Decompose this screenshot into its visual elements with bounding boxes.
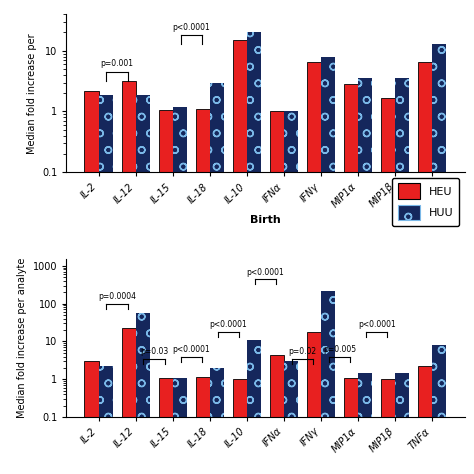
Text: p<0.0001: p<0.0001	[358, 320, 396, 329]
Bar	[159, 378, 173, 474]
Bar	[418, 366, 432, 474]
Bar	[159, 110, 173, 474]
Bar	[395, 79, 410, 474]
Bar	[196, 109, 210, 474]
Text: p=0.02: p=0.02	[289, 347, 317, 356]
Bar	[321, 291, 335, 474]
Text: p=0.03: p=0.03	[140, 347, 168, 356]
Bar	[210, 368, 224, 474]
Bar	[247, 33, 261, 474]
Bar	[395, 373, 410, 474]
Bar	[381, 98, 395, 474]
Bar	[99, 95, 113, 474]
Bar	[173, 107, 187, 474]
Legend: HEU, HUU: HEU, HUU	[392, 178, 459, 226]
Bar	[270, 111, 284, 474]
Bar	[99, 366, 113, 474]
Text: p=0.001: p=0.001	[100, 59, 134, 68]
Bar	[307, 332, 321, 474]
Bar	[233, 379, 247, 474]
Y-axis label: Median fold increase per analyte: Median fold increase per analyte	[17, 258, 27, 419]
Bar	[307, 62, 321, 474]
Text: p<0.0001: p<0.0001	[173, 23, 210, 32]
Bar	[381, 379, 395, 474]
Bar	[432, 44, 447, 474]
Bar	[121, 81, 136, 474]
Bar	[432, 345, 447, 474]
Text: p<0.0001: p<0.0001	[210, 320, 247, 329]
Text: p=0.005: p=0.005	[323, 345, 356, 354]
Bar	[321, 57, 335, 474]
Bar	[210, 82, 224, 474]
Bar	[284, 111, 298, 474]
Y-axis label: Median fold increase per: Median fold increase per	[27, 33, 36, 154]
Bar	[196, 377, 210, 474]
Bar	[418, 62, 432, 474]
X-axis label: Birth: Birth	[250, 215, 281, 225]
Bar	[173, 378, 187, 474]
Bar	[358, 373, 372, 474]
Bar	[344, 84, 358, 474]
Bar	[233, 40, 247, 474]
Text: p<0.0001: p<0.0001	[246, 268, 284, 277]
Bar	[344, 378, 358, 474]
Text: p=0.0004: p=0.0004	[98, 292, 136, 301]
Text: p<0.0001: p<0.0001	[173, 345, 210, 354]
Bar	[247, 340, 261, 474]
Bar	[270, 355, 284, 474]
Bar	[284, 361, 298, 474]
Bar	[84, 91, 99, 474]
Bar	[84, 361, 99, 474]
Bar	[121, 328, 136, 474]
Bar	[358, 79, 372, 474]
Bar	[136, 95, 150, 474]
Bar	[136, 313, 150, 474]
